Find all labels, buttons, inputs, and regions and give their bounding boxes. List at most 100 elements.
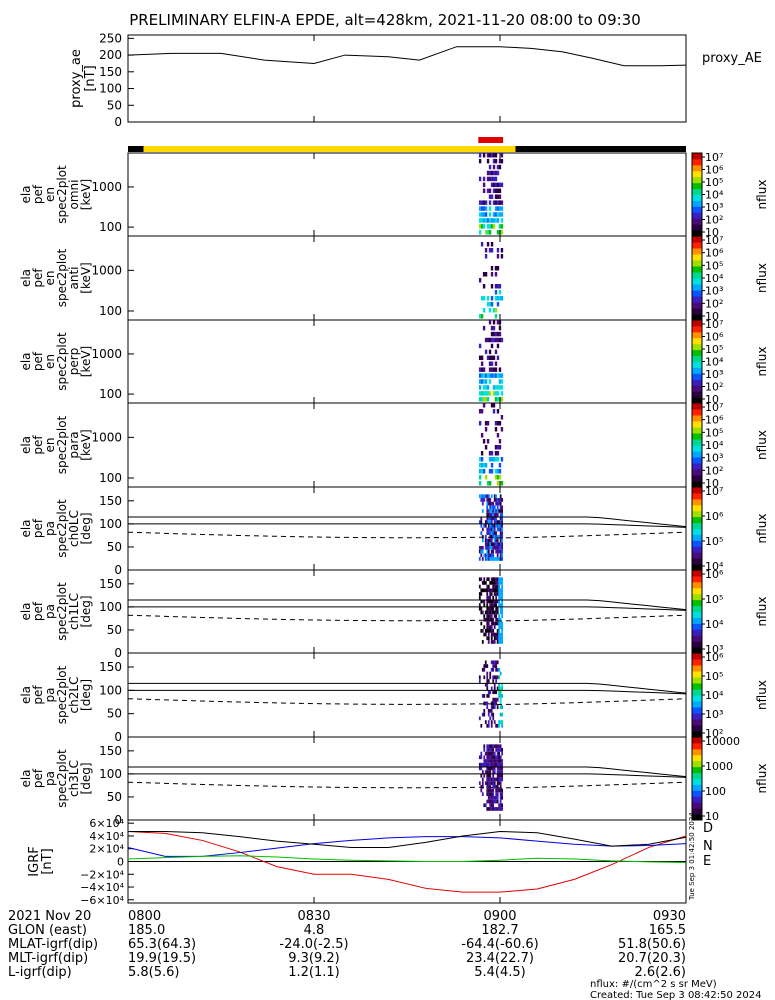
colorbar-segment — [692, 808, 702, 815]
y-axis-label-line: pa — [43, 771, 57, 786]
spectrogram-cell — [490, 266, 494, 271]
spectrogram-cell — [484, 337, 488, 343]
colorbar-segment — [692, 445, 702, 452]
spectrogram-cell — [484, 617, 487, 622]
spectrogram-cell — [493, 697, 496, 702]
spectrogram-cell — [501, 636, 504, 641]
spectrogram-cell — [490, 610, 493, 615]
y-axis-label-line: anti — [67, 267, 81, 290]
colorbar-label: nflux — [755, 514, 769, 544]
spectrogram-cell — [487, 690, 490, 695]
spectrogram-cell — [481, 762, 484, 767]
spectrogram-cell — [493, 588, 496, 593]
spectrogram-cell — [484, 206, 488, 211]
spectrogram-cell — [496, 748, 499, 752]
spectrogram-cell — [490, 614, 493, 618]
spectrogram-cell — [493, 577, 496, 582]
spectrogram-cell — [484, 770, 487, 774]
spectrogram-cell — [487, 759, 490, 763]
colorbar-segment — [692, 373, 702, 380]
spectrogram-cell — [480, 206, 484, 211]
spectrogram-cell — [498, 158, 502, 164]
spectrogram-cell — [480, 549, 483, 554]
spectrogram-cell — [490, 557, 493, 561]
spectrogram-cell — [480, 296, 484, 301]
spectrogram-cell — [480, 355, 484, 361]
spectrogram-cell — [501, 614, 504, 618]
spectrogram-cell — [500, 427, 504, 432]
spectrogram-cell — [490, 542, 493, 547]
spectrogram-cell — [482, 182, 486, 188]
colorbar-segment — [692, 451, 702, 458]
spectrogram-cell — [489, 610, 492, 615]
spectrogram-cell — [490, 248, 494, 253]
spectrogram-cell — [490, 242, 494, 247]
spectrogram-cell — [501, 682, 504, 687]
colorbar-segment — [692, 314, 702, 321]
spectrogram-cell — [489, 588, 492, 593]
spectrogram-cell — [490, 523, 493, 528]
spectrogram-cell — [496, 505, 499, 510]
ephemeris-value: 185.0 — [128, 923, 165, 938]
spectrogram-cell — [484, 349, 488, 355]
spectrogram-cell — [486, 606, 489, 611]
spectrogram-cell — [494, 266, 498, 271]
spectrogram-cell — [490, 325, 494, 331]
spectrogram-cell — [498, 599, 501, 604]
status-bar-yellow — [143, 146, 516, 152]
spectrogram-cell — [489, 796, 492, 800]
spectrogram-cell — [484, 212, 488, 217]
spectrogram-cell — [498, 803, 501, 808]
spectrogram-cell — [492, 759, 495, 763]
panel-energy_omni: 1001000elapefenspec2plotomni[keV]1010²10… — [19, 151, 769, 239]
spectrogram-cell — [501, 523, 504, 528]
colorbar-segment — [692, 641, 702, 648]
spectrogram-cell — [492, 409, 496, 414]
spectrogram-cell — [480, 200, 484, 205]
spectrogram-cell — [498, 290, 502, 295]
spectrogram-cell — [498, 385, 502, 390]
spectrogram-cell — [492, 523, 495, 528]
spectrogram-cell — [481, 538, 484, 543]
spectrogram-cell — [483, 675, 486, 680]
spectrogram-cell — [496, 337, 500, 343]
colorbar-tick-label: 10⁴ — [705, 689, 724, 702]
spectrogram-cell — [499, 788, 502, 793]
spectrogram-cell — [484, 632, 487, 637]
spectrogram-cell — [494, 361, 498, 366]
spectrogram-cell — [487, 751, 490, 756]
spectrogram-cell — [492, 595, 495, 600]
spectrogram-cell — [487, 766, 490, 771]
colorbar-tick-label: 10 — [705, 810, 719, 823]
spectrogram-cell — [498, 475, 502, 480]
spectrogram-cell — [492, 176, 496, 182]
colorbar-segment — [692, 713, 702, 720]
colorbar-tick-label: 100 — [705, 785, 726, 798]
spectrogram-cell — [498, 379, 502, 384]
spectrogram-cell — [499, 557, 502, 561]
spectrogram-cell — [483, 581, 486, 585]
spectrogram-cell — [487, 744, 490, 749]
colorbar-segment — [692, 457, 702, 464]
colorbar-label: nflux — [755, 764, 769, 794]
spectrogram-cell — [478, 595, 481, 600]
spectrogram-cell — [486, 694, 489, 698]
loss-cone-line — [128, 599, 687, 611]
spectrogram-cell — [478, 520, 481, 524]
spectrogram-cell — [488, 308, 492, 313]
spectrogram-cell — [486, 664, 489, 668]
colorbar-segment — [692, 475, 702, 482]
spectrogram-cell — [488, 481, 492, 486]
spectrogram-cell — [498, 224, 502, 229]
spectrogram-cell — [488, 224, 492, 229]
spectrogram-cell — [490, 629, 493, 633]
spectrogram-cell — [487, 712, 490, 717]
colorbar-segment — [692, 778, 702, 785]
spectrogram-cell — [493, 636, 496, 641]
spectrogram-cell — [496, 667, 499, 672]
spectrogram-cell — [493, 516, 496, 521]
spectrogram-cell — [494, 182, 498, 188]
panel-frame — [127, 152, 687, 237]
spectrogram-cell — [499, 777, 502, 782]
spectrogram-cell — [498, 788, 501, 793]
